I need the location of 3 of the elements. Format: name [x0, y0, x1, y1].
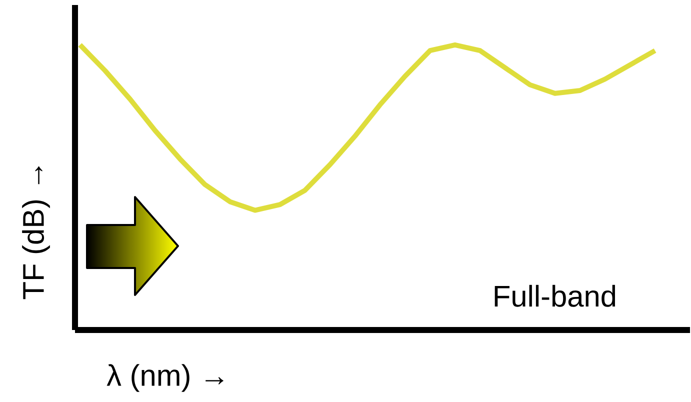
annotation: Full-band: [494, 284, 616, 307]
x-axis-title: λ (nm) →: [106, 364, 224, 392]
y-axis-title: TF (dB) →: [22, 166, 50, 300]
